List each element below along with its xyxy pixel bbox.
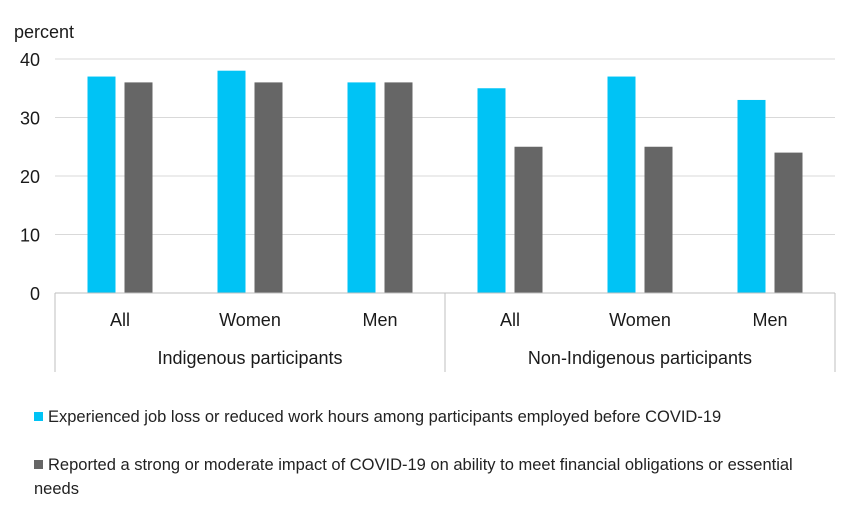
y-tick-label-10: 10 [20,226,40,246]
legend-swatch-financial-impact [34,460,43,469]
x-tick-label-3: Men [362,310,397,330]
x-tick-label-2: Women [219,310,281,330]
x-tick-label-1: All [110,310,130,330]
bar-s1-2 [217,70,246,293]
bar-s1-3 [347,82,376,294]
y-tick-label-20: 20 [20,167,40,187]
bar-s2-2 [254,82,283,294]
x-tick-label-4: All [500,310,520,330]
bar-s2-1 [124,82,153,294]
legend-label-financial-impact: Reported a strong or moderate impact of … [34,456,793,498]
group-label-2: Non-Indigenous participants [528,348,752,368]
legend-swatch-job-loss [34,412,43,421]
chart-svg: percent 0 10 20 30 40 All Women Men All Women Men In… [14,22,836,372]
bar-s1-5 [607,76,636,293]
legend-item-financial-impact: Reported a strong or moderate impact of … [34,453,834,501]
group-label-1: Indigenous participants [157,348,342,368]
y-tick-label-0: 0 [30,284,40,304]
y-axis-title: percent [14,22,74,42]
bar-s1-4 [477,88,506,293]
bar-s1-6 [737,99,766,293]
bar-s2-4 [514,146,543,293]
bar-s1-1 [87,76,116,293]
y-tick-label-40: 40 [20,50,40,70]
legend-item-job-loss: Experienced job loss or reduced work hou… [34,405,721,429]
x-tick-label-5: Women [609,310,671,330]
bar-s2-3 [384,82,413,294]
bar-s2-5 [644,146,673,293]
y-tick-label-30: 30 [20,109,40,129]
x-tick-label-6: Men [752,310,787,330]
bar-s2-6 [774,152,803,293]
legend-label-job-loss: Experienced job loss or reduced work hou… [48,408,722,426]
